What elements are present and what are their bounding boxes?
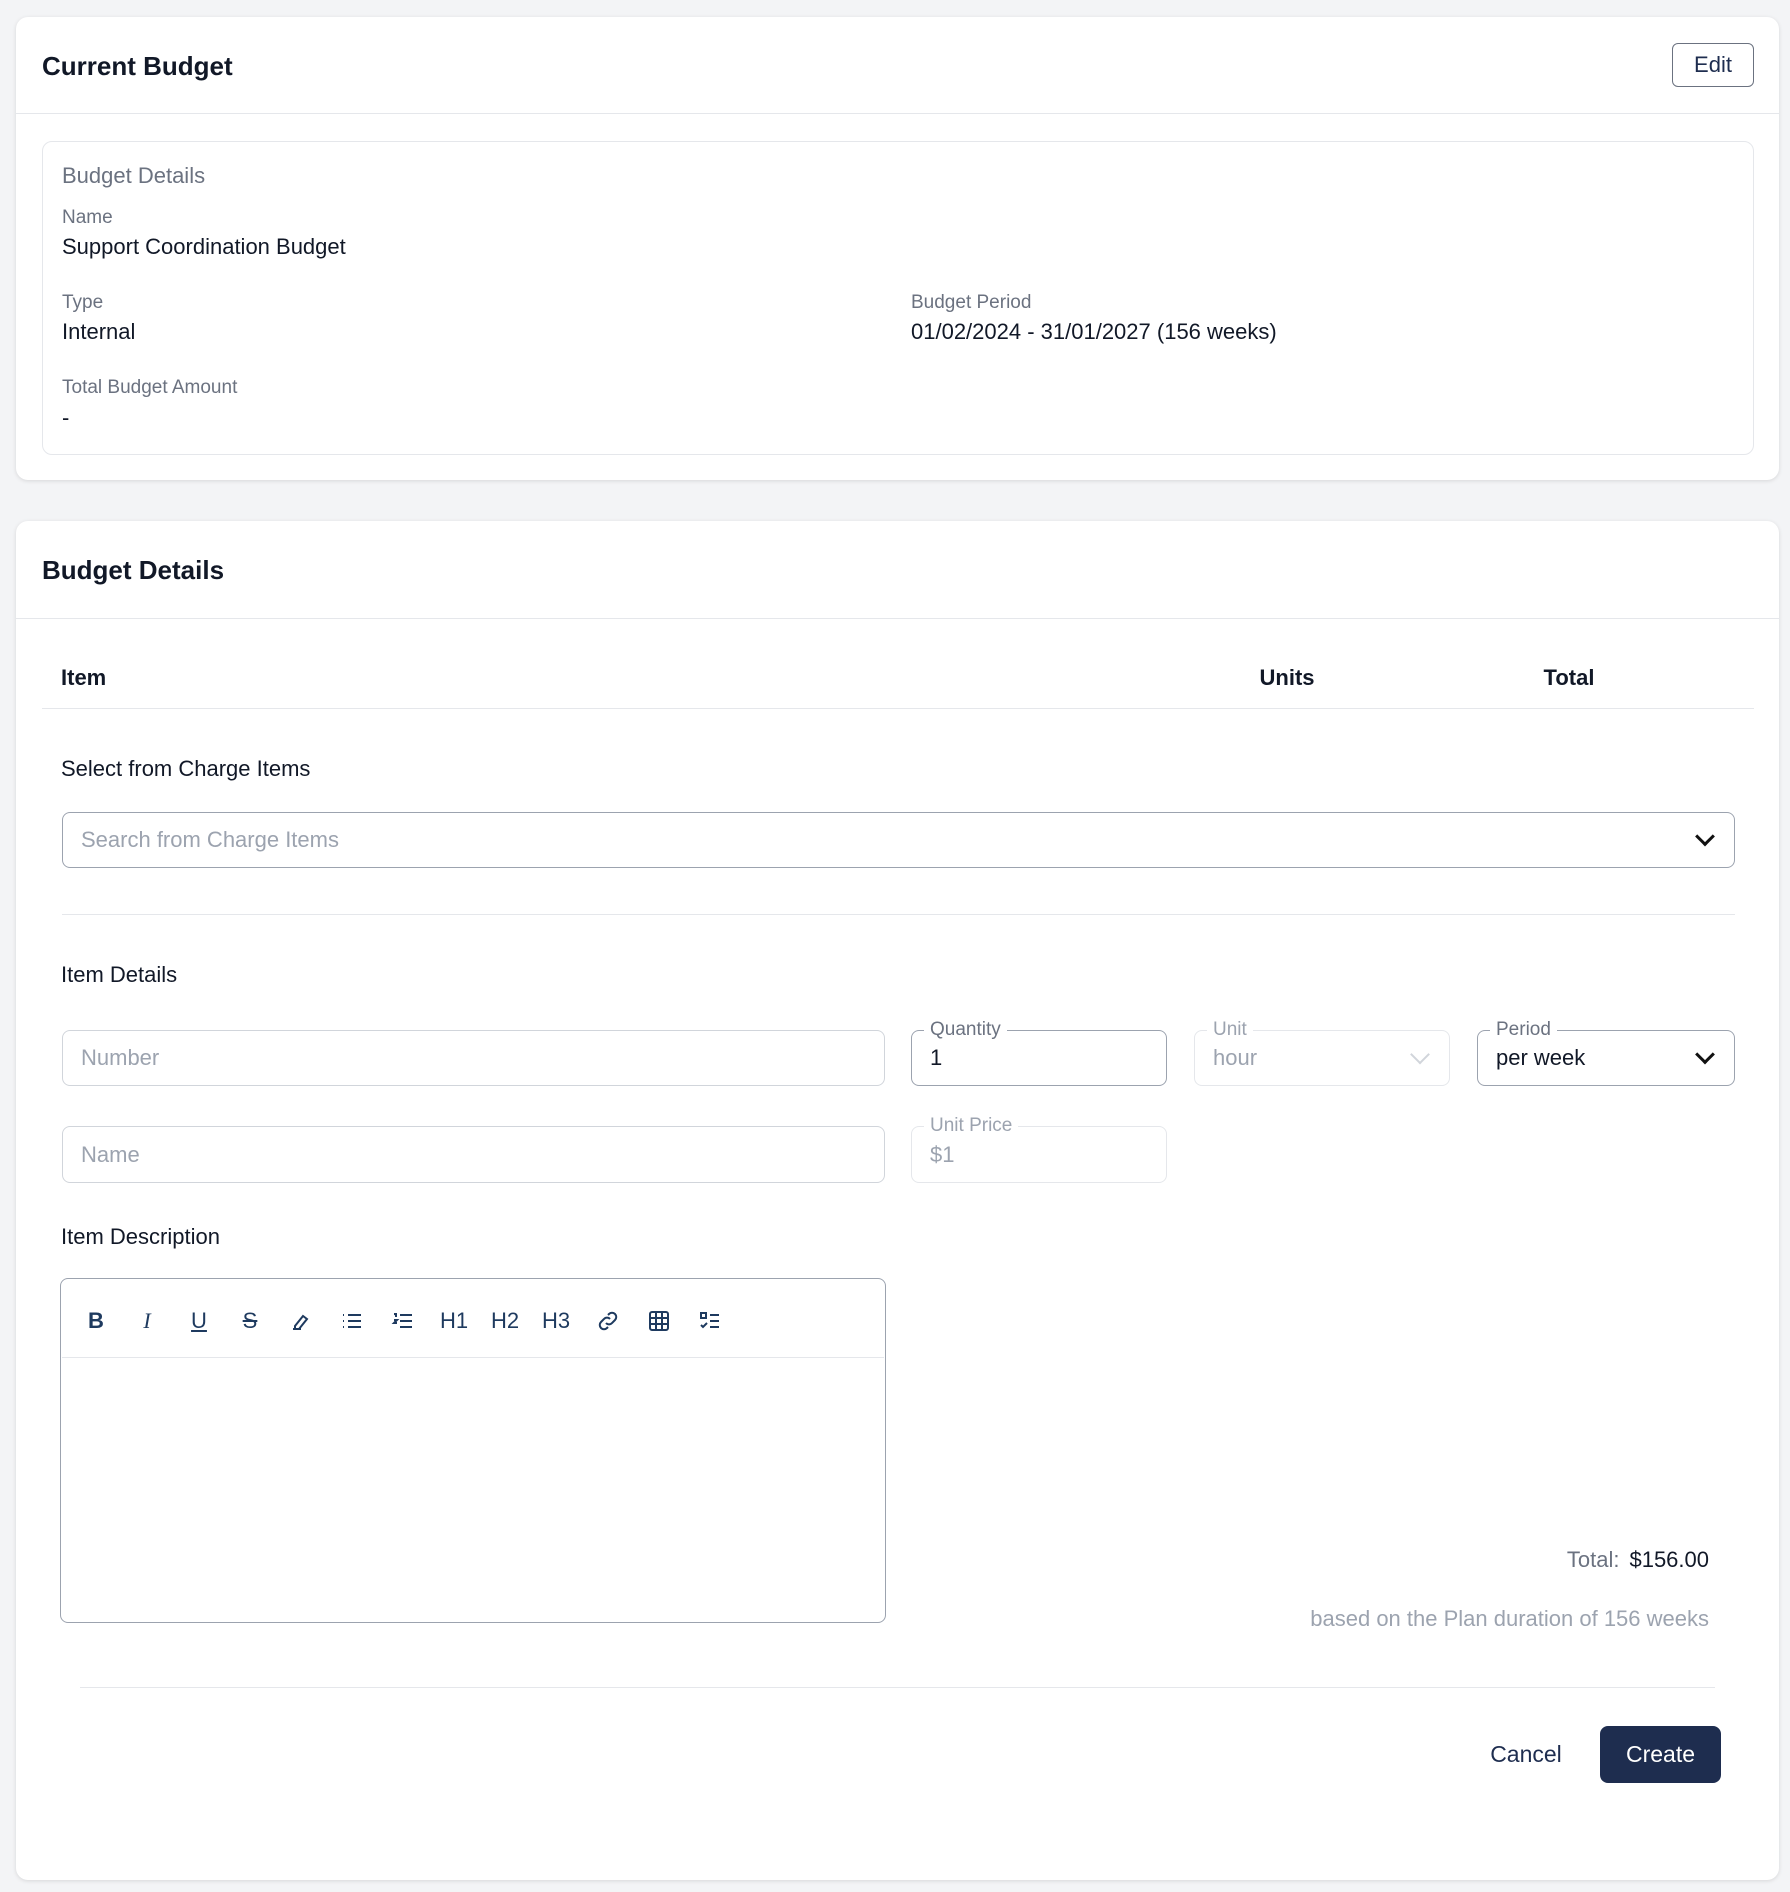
total-row: Total: $156.00 bbox=[1567, 1547, 1709, 1573]
table-icon[interactable] bbox=[641, 1306, 677, 1336]
budget-details-box bbox=[42, 141, 1754, 455]
column-total: Total bbox=[1543, 665, 1595, 690]
name-input[interactable]: Name bbox=[62, 1126, 885, 1183]
heading3-button[interactable]: H3 bbox=[541, 1308, 571, 1333]
period-label: Budget Period bbox=[911, 292, 1032, 313]
description-editor[interactable] bbox=[60, 1278, 886, 1623]
create-button[interactable]: Create bbox=[1600, 1726, 1721, 1783]
chevron-down-icon bbox=[1410, 1044, 1430, 1065]
budget-details-title: Budget Details bbox=[42, 555, 225, 585]
period-select[interactable]: Period per week bbox=[1477, 1019, 1735, 1086]
period-value: 01/02/2024 - 31/01/2027 (156 weeks) bbox=[911, 319, 1277, 344]
task-list-icon[interactable] bbox=[692, 1306, 728, 1336]
strikethrough-icon[interactable]: S bbox=[242, 1308, 258, 1333]
name-placeholder: Name bbox=[81, 1141, 140, 1167]
details-heading: Budget Details bbox=[62, 163, 206, 188]
amount-label: Total Budget Amount bbox=[62, 377, 238, 398]
charge-item-search[interactable]: Search from Charge Items bbox=[62, 812, 1735, 868]
quantity-value: 1 bbox=[930, 1045, 943, 1070]
divider bbox=[80, 1687, 1715, 1688]
divider bbox=[42, 708, 1754, 709]
period-value: per week bbox=[1496, 1045, 1586, 1070]
underline-icon[interactable]: U bbox=[191, 1308, 207, 1333]
period-label: Period bbox=[1490, 1019, 1557, 1041]
heading1-button[interactable]: H1 bbox=[439, 1308, 469, 1333]
italic-icon[interactable]: I bbox=[143, 1308, 151, 1333]
divider bbox=[16, 113, 1779, 114]
unit-select: Unit hour bbox=[1194, 1019, 1450, 1086]
divider bbox=[16, 618, 1779, 619]
chevron-down-icon[interactable] bbox=[1695, 1044, 1715, 1065]
bold-icon[interactable]: B bbox=[88, 1308, 104, 1333]
number-placeholder: Number bbox=[81, 1045, 160, 1070]
toolbar-divider bbox=[62, 1357, 884, 1358]
cancel-button[interactable]: Cancel bbox=[1466, 1730, 1586, 1778]
unit-label: Unit bbox=[1207, 1019, 1253, 1041]
edit-button[interactable]: Edit bbox=[1672, 43, 1754, 87]
type-value: Internal bbox=[62, 319, 136, 344]
column-units: Units bbox=[1259, 665, 1315, 690]
amount-value: - bbox=[62, 405, 70, 430]
name-label: Name bbox=[62, 207, 113, 228]
current-budget-card bbox=[16, 17, 1779, 480]
total-label: Total: bbox=[1566, 1547, 1620, 1572]
column-item: Item bbox=[61, 665, 107, 690]
total-note: based on the Plan duration of 156 weeks bbox=[1310, 1606, 1709, 1631]
name-value: Support Coordination Budget bbox=[62, 234, 346, 259]
numbered-list-icon[interactable] bbox=[385, 1306, 421, 1336]
description-label: Item Description bbox=[61, 1224, 220, 1249]
divider bbox=[62, 914, 1735, 915]
unit-price-input: Unit Price $1 bbox=[911, 1115, 1167, 1183]
item-details-label: Item Details bbox=[61, 962, 178, 987]
highlight-icon[interactable] bbox=[283, 1306, 319, 1336]
bullet-list-icon[interactable] bbox=[334, 1306, 370, 1336]
unit-value: hour bbox=[1213, 1045, 1258, 1070]
unit-price-label: Unit Price bbox=[924, 1115, 1019, 1137]
number-input[interactable]: Number bbox=[62, 1030, 885, 1086]
budget-details-card bbox=[16, 521, 1779, 1880]
select-label: Select from Charge Items bbox=[61, 756, 311, 781]
chevron-down-icon[interactable] bbox=[1695, 826, 1715, 847]
search-placeholder: Search from Charge Items bbox=[81, 827, 339, 852]
link-icon[interactable] bbox=[590, 1306, 626, 1336]
unit-price-value: $1 bbox=[930, 1141, 955, 1167]
current-budget-title: Current Budget bbox=[42, 51, 233, 81]
quantity-label: Quantity bbox=[924, 1019, 1007, 1041]
type-label: Type bbox=[62, 292, 104, 313]
heading2-button[interactable]: H2 bbox=[490, 1308, 520, 1333]
quantity-input[interactable]: Quantity 1 bbox=[911, 1019, 1167, 1086]
total-value: $156.00 bbox=[1629, 1547, 1709, 1572]
